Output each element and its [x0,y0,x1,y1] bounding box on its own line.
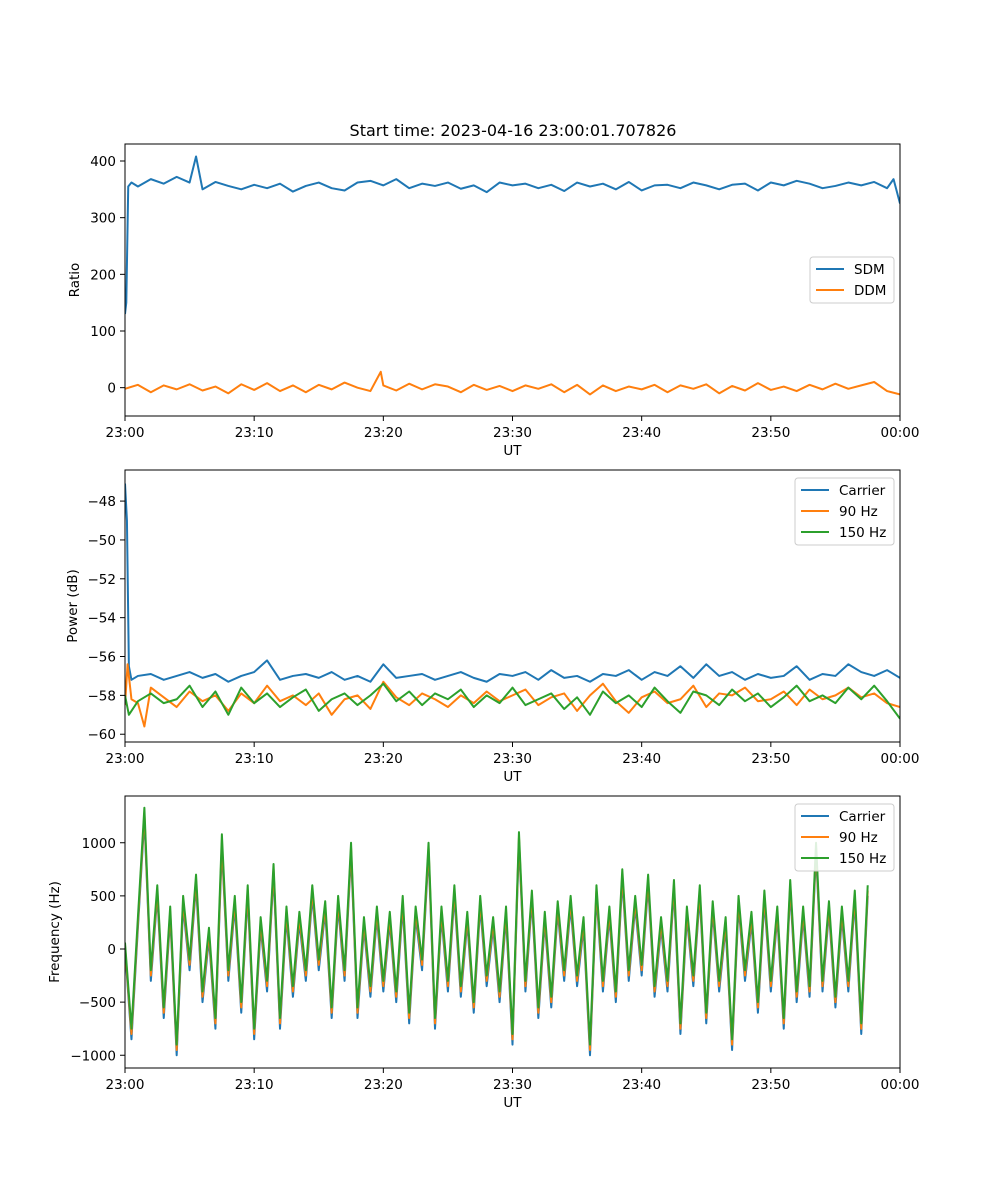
y-tick-label: −58 [88,688,117,704]
y-tick-label: 500 [90,889,116,905]
legend-label: 90 Hz [839,504,878,520]
y-tick-label: −56 [88,650,117,666]
x-tick-label: 23:20 [364,1077,403,1093]
legend-label: 150 Hz [839,525,886,541]
y-tick-label: 400 [90,154,116,170]
legend: Carrier 90 Hz 150 Hz [794,477,895,546]
x-tick-label: 00:00 [881,425,920,441]
legend-label: 90 Hz [839,830,878,846]
x-tick-label: 23:30 [493,751,532,767]
panel-1: 23:00 23:10 23:20 23:30 23:40 23:50 00:00 0 100 2… [67,143,920,459]
panel-3: 23:00 23:10 23:20 23:30 23:40 23:50 00:00 1000 5… [47,795,920,1111]
x-axis-label: UT [503,1095,522,1111]
legend-label: Carrier [839,483,886,499]
x-tick-label: 23:50 [751,751,790,767]
legend-label: SDM [854,262,885,278]
y-tick-label: 0 [107,942,116,958]
y-tick-label: −1000 [70,1048,116,1064]
x-tick-label: 23:00 [106,425,145,441]
y-axis-label: Frequency (Hz) [47,881,63,983]
y-tick-label: −54 [88,611,117,627]
legend-box [794,477,895,546]
x-tick-label: 00:00 [881,1077,920,1093]
y-tick-label: 300 [90,211,116,227]
y-tick-label: 0 [107,381,116,397]
panels: 23:00 23:10 23:20 23:30 23:40 23:50 00:00 0 100 2… [47,143,920,1111]
legend-box [794,803,895,872]
y-tick-label: 200 [90,267,116,283]
x-tick-label: 23:50 [751,425,790,441]
legend: Carrier 90 Hz 150 Hz [794,803,895,872]
series-line-carrier [125,483,900,683]
series-line-150-hz [125,682,900,720]
x-tick-label: 23:20 [364,425,403,441]
series-line-sdm [125,155,900,315]
x-tick-label: 23:00 [106,1077,145,1093]
x-tick-label: 23:40 [622,751,661,767]
x-tick-label: 00:00 [881,751,920,767]
x-tick-label: 23:10 [235,751,274,767]
x-tick-label: 23:50 [751,1077,790,1093]
x-tick-label: 23:30 [493,425,532,441]
x-tick-label: 23:10 [235,1077,274,1093]
legend-label: 150 Hz [839,851,886,867]
y-tick-label: 100 [90,324,116,340]
x-tick-label: 23:40 [622,1077,661,1093]
series-line-150-hz [125,806,869,1046]
x-tick-label: 23:30 [493,1077,532,1093]
figure-title: Start time: 2023-04-16 23:00:01.707826 [350,121,677,140]
y-tick-label: −500 [79,995,116,1011]
y-tick-label: −52 [88,572,117,588]
legend: SDM DDM [809,256,895,304]
legend-label: Carrier [839,809,886,825]
x-tick-label: 23:00 [106,751,145,767]
x-axis-label: UT [503,443,522,459]
legend-label: DDM [854,283,886,299]
x-tick-label: 23:40 [622,425,661,441]
y-tick-label: 1000 [82,836,116,852]
panel-2: 23:00 23:10 23:20 23:30 23:40 23:50 00:00 −48 −5… [65,469,920,785]
series-line-ddm [125,370,900,396]
y-tick-label: −48 [88,494,117,510]
y-axis-label: Ratio [67,263,83,298]
x-axis-label: UT [503,769,522,785]
x-tick-label: 23:10 [235,425,274,441]
y-tick-label: −50 [88,533,117,549]
y-axis-label: Power (dB) [65,569,81,642]
x-tick-label: 23:20 [364,751,403,767]
y-tick-label: −60 [88,727,117,743]
